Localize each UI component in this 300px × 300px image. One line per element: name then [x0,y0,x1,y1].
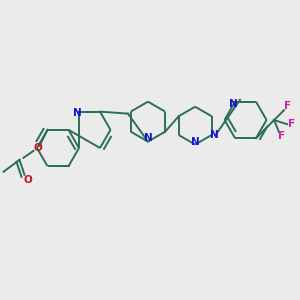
Text: N: N [210,130,219,140]
Text: O: O [23,175,32,185]
Text: F: F [289,119,296,129]
Text: N: N [229,99,237,109]
Text: O: O [33,143,42,153]
Text: N: N [191,136,200,146]
Text: F: F [284,101,292,111]
Text: F: F [278,131,286,141]
Text: N: N [73,108,81,118]
Text: N: N [144,133,152,142]
